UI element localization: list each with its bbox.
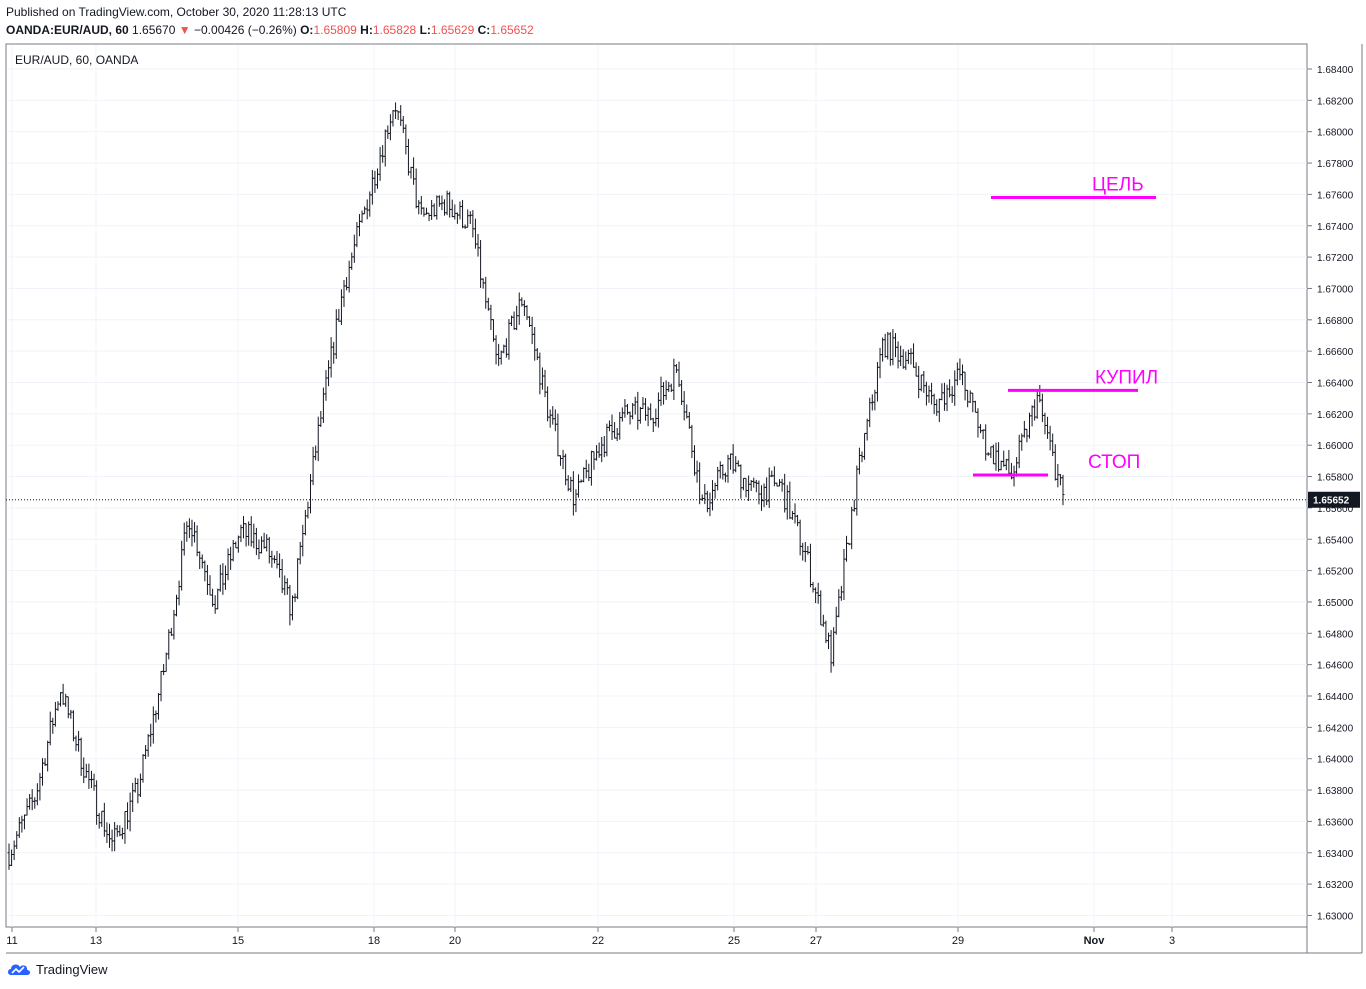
y-tick-label: 1.64000 [1317, 755, 1354, 766]
x-tick-label: 20 [449, 935, 461, 947]
x-tick-label: Nov [1084, 935, 1106, 947]
y-tick-label: 1.64600 [1317, 661, 1354, 672]
plot-frame [5, 43, 1308, 928]
change-value: −0.00426 (−0.26%) [194, 23, 297, 37]
close-label: C: [477, 23, 491, 37]
y-tick-label: 1.68000 [1317, 128, 1354, 139]
x-tick-label: 15 [232, 935, 244, 947]
x-tick-label: 29 [952, 935, 964, 947]
y-tick-label: 1.64200 [1317, 723, 1354, 734]
close-value: 1.65652 [490, 23, 534, 37]
low-value: 1.65629 [430, 23, 475, 37]
y-tick-label: 1.66800 [1317, 316, 1354, 327]
y-tick-label: 1.65600 [1317, 504, 1354, 515]
symbol-label: OANDA:EUR/AUD, 60 [6, 23, 129, 37]
y-tick-label: 1.65800 [1317, 473, 1354, 484]
y-tick-label: 1.63000 [1317, 911, 1354, 922]
y-tick-label: 1.63400 [1317, 849, 1354, 860]
tradingview-brand: TradingView [36, 961, 108, 977]
y-tick-label: 1.67800 [1317, 159, 1354, 170]
y-tick-label: 1.66600 [1317, 347, 1354, 358]
y-tick-label: 1.67600 [1317, 190, 1354, 201]
pane-title: EUR/AUD, 60, OANDA [15, 53, 138, 67]
y-tick-label: 1.65400 [1317, 535, 1354, 546]
y-tick-label: 1.67200 [1317, 253, 1354, 264]
annotation-label: СТОП [1088, 452, 1140, 473]
annotation-label: КУПИЛ [1095, 367, 1158, 388]
ohlc-bars [7, 102, 1065, 870]
x-tick-label: 27 [810, 935, 822, 947]
x-tick-label: 11 [6, 935, 17, 947]
low-label: L: [419, 23, 431, 37]
y-tick-label: 1.68200 [1317, 96, 1354, 107]
y-tick-label: 1.68400 [1317, 65, 1354, 76]
y-tick-label: 1.66400 [1317, 379, 1354, 390]
open-label: O: [300, 23, 314, 37]
y-tick-label: 1.65200 [1317, 567, 1354, 578]
quote-bar: OANDA:EUR/AUD, 60 1.65670 ▼ −0.00426 (−0… [6, 23, 534, 37]
last-price: 1.65670 [132, 23, 176, 37]
tradingview-cloud-icon [8, 964, 30, 975]
last-price-tag-label: 1.65652 [1313, 496, 1350, 507]
y-tick-label: 1.63200 [1317, 880, 1354, 891]
x-tick-label: 25 [728, 935, 740, 947]
open-value: 1.65809 [313, 23, 357, 37]
y-tick-label: 1.65000 [1317, 598, 1354, 609]
published-caption: Published on TradingView.com, October 30… [6, 5, 347, 19]
down-arrow-icon: ▼ [178, 23, 191, 37]
annotation-label: ЦЕЛЬ [1092, 175, 1144, 196]
x-tick-label: 3 [1169, 935, 1175, 947]
x-tick-label: 18 [368, 935, 380, 947]
high-value: 1.65828 [372, 23, 417, 37]
y-tick-label: 1.63600 [1317, 817, 1354, 828]
last-price-tag [1308, 491, 1360, 508]
y-tick-label: 1.64400 [1317, 692, 1354, 703]
tradingview-footer[interactable]: TradingView [6, 961, 108, 977]
y-tick-label: 1.63800 [1317, 786, 1354, 797]
y-tick-label: 1.66200 [1317, 410, 1354, 421]
y-tick-label: 1.66000 [1317, 441, 1354, 452]
y-tick-label: 1.67400 [1317, 222, 1354, 233]
y-tick-label: 1.64800 [1317, 629, 1354, 640]
y-tick-label: 1.67000 [1317, 284, 1354, 295]
high-label: H: [360, 23, 373, 37]
x-tick-label: 13 [90, 935, 102, 947]
x-tick-label: 22 [592, 935, 604, 947]
